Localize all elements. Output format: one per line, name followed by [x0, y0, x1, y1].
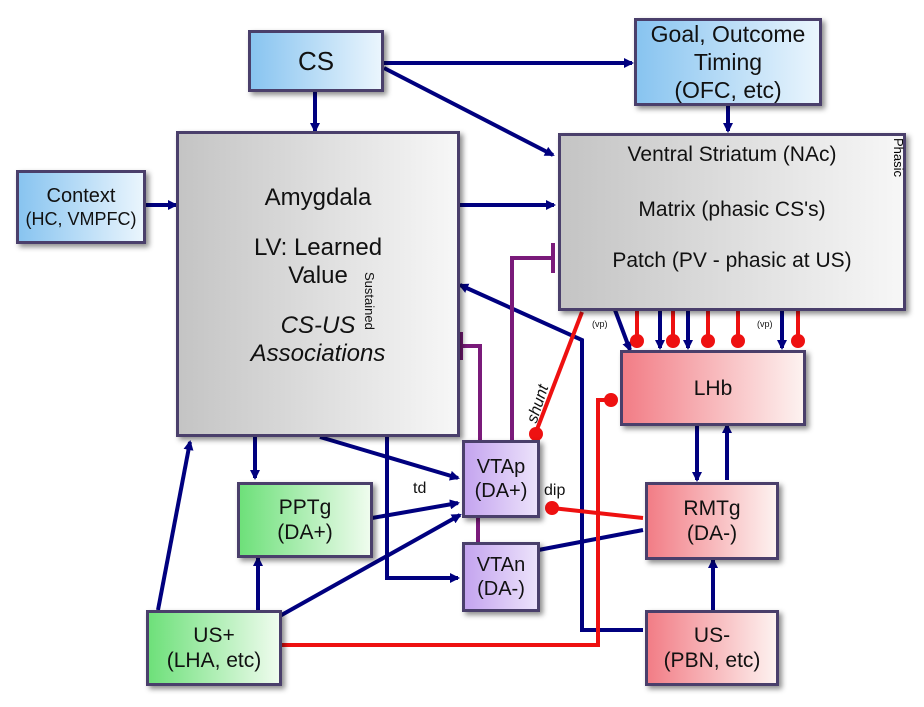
vs-patch: Patch (PV - phasic at US) [612, 249, 852, 272]
vtap-line-2: (DA+) [474, 480, 528, 502]
inhibitory-terminal-vs-lhb-1 [630, 334, 644, 348]
inhibitory-terminal-vs-lhb-5 [791, 334, 805, 348]
vtap-node[interactable]: VTAp (DA+) [462, 440, 540, 518]
goal-outcome-node[interactable]: Goal, Outcome Timing (OFC, etc) [634, 18, 822, 106]
inhibitory-terminal-vs-lhb-4 [731, 334, 745, 348]
us-plus-node[interactable]: US+ (LHA, etc) [146, 610, 282, 686]
vs-title: Ventral Striatum (NAc) [627, 143, 837, 166]
lhb-label: LHb [693, 376, 733, 400]
inhibitory-terminal-vs-lhb-3 [701, 334, 715, 348]
td-label: td [413, 480, 427, 497]
amygdala-title: Amygdala [264, 184, 372, 211]
amygdala-lv-line-1: LV: Learned [253, 234, 383, 261]
inhibitory-terminal-usplus-lhb [604, 393, 618, 407]
goal-line-2: Timing [693, 49, 763, 75]
rmtg-line-2: (DA-) [686, 522, 738, 545]
inhibitory-terminal-dip [545, 501, 559, 515]
amygdala-lv-line-2: Value [288, 262, 348, 289]
goal-line-1: Goal, Outcome [650, 21, 806, 47]
amygdala-csus-line-1: CS-US [280, 312, 356, 339]
pptg-line-2: (DA+) [277, 521, 333, 544]
dip-label: dip [544, 482, 566, 499]
pptg-node[interactable]: PPTg (DA+) [237, 482, 373, 558]
edge-cs-to-ventral-striatum [383, 66, 555, 157]
lhb-node[interactable]: LHb [620, 350, 806, 426]
amygdala-sustained-label: Sustained [362, 272, 377, 330]
amygdala-csus-line-2: Associations [250, 340, 386, 367]
edge-vtap-to-patch [510, 256, 552, 440]
ventral-striatum-node[interactable]: Ventral Striatum (NAc) Matrix (phasic CS… [558, 133, 906, 311]
edge-pptg-to-vtap [371, 499, 460, 520]
us-minus-line-1: US- [693, 624, 731, 647]
edge-patch-shunt-to-vtap [534, 311, 584, 433]
vs-phasic-label: Phasic [891, 138, 906, 178]
vtan-line-1: VTAn [476, 554, 526, 576]
cs-node[interactable]: CS [248, 30, 384, 92]
edge-vtap-to-amygdala [461, 344, 482, 440]
context-subtitle: (HC, VMPFC) [25, 209, 137, 229]
us-minus-line-2: (PBN, etc) [663, 649, 761, 672]
vs-matrix: Matrix (phasic CS's) [638, 198, 826, 221]
vp-right-label: (vp) [757, 319, 773, 329]
rmtg-node[interactable]: RMTg (DA-) [645, 482, 779, 560]
inhibitory-terminal-vs-lhb-2 [666, 334, 680, 348]
us-plus-line-2: (LHA, etc) [166, 649, 262, 672]
vp-left-label: (vp) [592, 319, 608, 329]
vtap-line-1: VTAp [476, 456, 526, 478]
context-node[interactable]: Context (HC, VMPFC) [16, 170, 146, 244]
edge-rmtg-to-vtan [526, 528, 644, 556]
context-title: Context [46, 185, 116, 207]
amygdala-node[interactable]: Amygdala LV: Learned Value CS-US Associa… [176, 131, 460, 437]
vtan-line-2: (DA-) [477, 578, 525, 600]
us-plus-line-1: US+ [193, 624, 235, 647]
cs-label: CS [297, 46, 335, 76]
edge-vs-to-lhb-vp-left [613, 309, 632, 352]
edge-amygdala-to-vtan [385, 437, 460, 583]
inhibitory-terminal-shunt [529, 427, 543, 441]
vtan-node[interactable]: VTAn (DA-) [462, 542, 540, 612]
edge-usminus-to-ventral-striatum [458, 283, 643, 632]
rmtg-line-1: RMTg [683, 497, 741, 520]
goal-line-3: (OFC, etc) [674, 77, 782, 103]
pptg-line-1: PPTg [278, 496, 332, 519]
edge-usplus-to-amygdala [156, 440, 194, 611]
edge-usplus-to-vtap [277, 513, 462, 619]
us-minus-node[interactable]: US- (PBN, etc) [645, 610, 779, 686]
